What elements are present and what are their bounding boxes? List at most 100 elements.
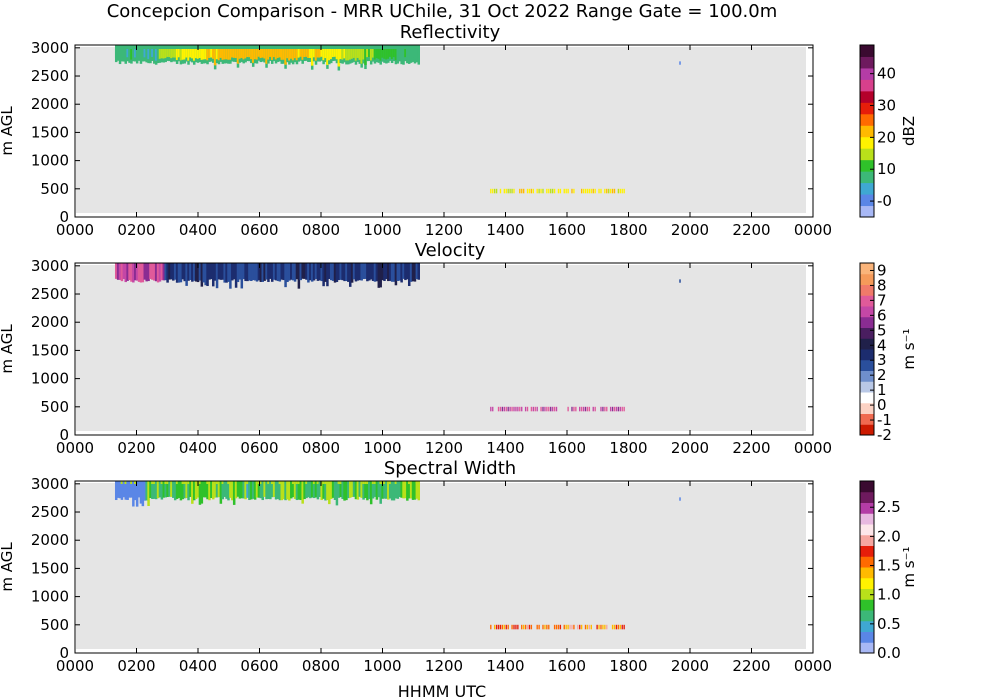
echo-cell [551,188,554,194]
echo-cell [507,624,509,630]
echo-cell [134,263,137,281]
echo-cell [551,406,554,412]
echo-cell [590,188,592,194]
echo-cloud-layer [114,45,420,71]
y-axis-label: m AGL [0,542,16,592]
echo-cell [542,624,544,630]
x-tick-label: 0000 [56,657,94,675]
echo-cell [354,481,358,500]
echo-cell [196,263,200,283]
x-tick-label: 0000 [794,439,832,457]
echo-cell [371,481,375,499]
echo-cell [213,263,217,281]
echo-cell [511,188,513,194]
echo-cell [269,49,272,57]
echo-cell [116,263,120,280]
echo-cell [511,624,513,630]
echo-cell [293,481,297,499]
x-tick-label: 1600 [548,221,586,239]
plot-background [76,483,806,649]
echo-cell [349,49,352,60]
echo-cell [404,263,407,281]
colorbar-segment [860,316,874,328]
echo-cell [495,188,498,194]
echo-cell [116,481,120,498]
echo-cell [191,49,194,59]
echo-cell [120,481,124,500]
echo-cell [173,263,177,280]
echo-cell [381,481,384,499]
echo-cell [307,481,310,498]
echo-cell [526,624,529,630]
echo-cell [339,49,342,60]
echo-cell [299,263,303,281]
echo-cell [231,263,234,281]
colorbar-tick-label: 3 [877,351,887,369]
colorbar-segment [860,359,874,371]
echo-cell [563,624,565,630]
echo-cell [293,49,297,59]
echo-cell [212,481,215,500]
echo-cell [288,49,291,61]
echo-cell [392,263,396,282]
echo-cell [324,263,327,282]
echo-cell [362,263,365,280]
colorbar-segment [860,171,874,184]
echo-cell [221,481,225,500]
echo-cell [584,188,587,194]
echo-cell [369,49,373,61]
echo-cell [394,49,398,61]
echo-cell [546,406,548,412]
colorbar-segment [860,159,874,172]
echo-cell [575,406,577,412]
echo-cell [270,263,274,282]
echo-cell [238,481,242,499]
echo-cell [534,406,536,412]
echo-cell [231,49,234,58]
colorbar-segment [860,148,874,161]
echo-cell [577,624,579,630]
echo-cell [608,188,610,194]
echo-cell [383,263,386,281]
echo-cell [213,481,217,498]
echo-cell [175,263,179,283]
x-tick-label: 0400 [179,439,217,457]
echo-cell [548,406,550,412]
x-tick-label: 1000 [363,439,401,457]
echo-cell [200,481,204,504]
echo-cell [553,188,556,194]
echo-cell [295,481,299,484]
echo-cell [350,263,354,283]
echo-cell [164,481,167,498]
echo-cell [295,49,299,61]
echo-cell [259,263,263,282]
echo-cell [615,624,618,630]
echo-cell [172,49,175,58]
colorbar-segment [860,67,874,80]
echo-cell [381,49,384,58]
echo-cell [189,263,192,281]
echo-cell [312,481,316,499]
echo-cell [371,481,375,484]
echo-cell [210,481,213,499]
echo-cell [141,49,145,58]
echo-cell [499,624,502,630]
echo-cell [212,49,215,59]
echo-cell [368,49,371,57]
echo-cell [166,481,169,498]
echo-cell [147,263,150,282]
echo-cell [208,49,211,58]
echo-cell [369,263,373,280]
echo-cell [153,481,156,484]
echo-cell [521,406,523,412]
echo-cell [291,481,295,498]
echo-cell [316,481,320,500]
echo-cell [366,481,369,501]
echo-cell [563,188,565,194]
echo-cell [130,481,133,498]
echo-cell [623,406,625,412]
echo-isolated-gate [679,61,681,65]
echo-cell [415,481,419,499]
colorbar-tick-label: 0 [877,396,887,414]
echo-cell [417,263,420,280]
